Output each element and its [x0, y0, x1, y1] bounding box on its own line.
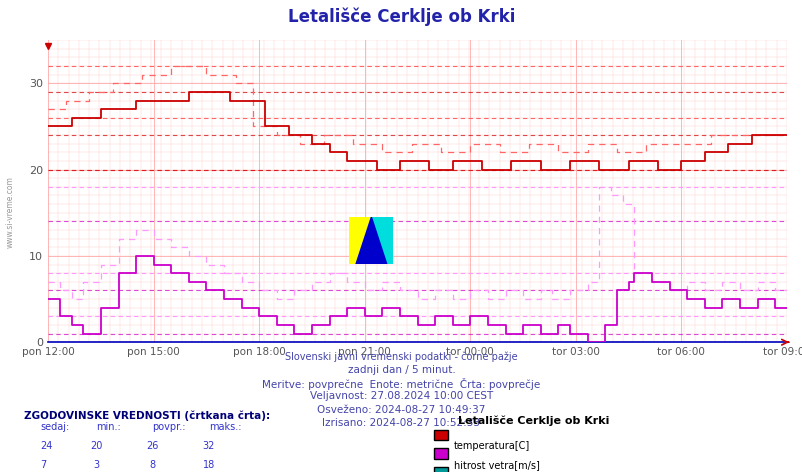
Text: 3: 3: [93, 460, 99, 470]
Text: Veljavnost: 27.08.2024 10:00 CEST: Veljavnost: 27.08.2024 10:00 CEST: [310, 391, 492, 401]
Text: 7: 7: [40, 460, 47, 470]
Text: hitrost vetra[m/s]: hitrost vetra[m/s]: [453, 460, 539, 470]
Text: 18: 18: [202, 460, 215, 470]
Text: sedaj:: sedaj:: [40, 422, 69, 432]
Bar: [371, 217, 393, 264]
Text: maks.:: maks.:: [209, 422, 241, 432]
Text: 24: 24: [40, 441, 52, 451]
Text: min.:: min.:: [96, 422, 121, 432]
Text: Izrisano: 2024-08-27 10:52:33: Izrisano: 2024-08-27 10:52:33: [322, 418, 480, 428]
Polygon shape: [355, 217, 387, 264]
Text: povpr.:: povpr.:: [152, 422, 186, 432]
Bar: [349, 217, 371, 264]
Text: Slovenski javni vremenski podatki - čorne pažje: Slovenski javni vremenski podatki - čorn…: [285, 352, 517, 362]
Text: www.si-vreme.com: www.si-vreme.com: [6, 177, 15, 248]
Text: Letališče Cerklje ob Krki: Letališče Cerklje ob Krki: [457, 415, 609, 426]
Text: ZGODOVINSKE VREDNOSTI (črtkana črta):: ZGODOVINSKE VREDNOSTI (črtkana črta):: [24, 411, 270, 421]
Text: Letališče Cerklje ob Krki: Letališče Cerklje ob Krki: [287, 7, 515, 25]
Text: 20: 20: [90, 441, 103, 451]
Text: Osveženo: 2024-08-27 10:49:37: Osveženo: 2024-08-27 10:49:37: [317, 405, 485, 414]
Text: zadnji dan / 5 minut.: zadnji dan / 5 minut.: [347, 365, 455, 375]
Text: Meritve: povprečne  Enote: metrične  Črta: povprečje: Meritve: povprečne Enote: metrične Črta:…: [262, 378, 540, 390]
Text: temperatura[C]: temperatura[C]: [453, 441, 529, 451]
Text: 8: 8: [149, 460, 156, 470]
Text: 26: 26: [146, 441, 159, 451]
Text: 32: 32: [202, 441, 215, 451]
